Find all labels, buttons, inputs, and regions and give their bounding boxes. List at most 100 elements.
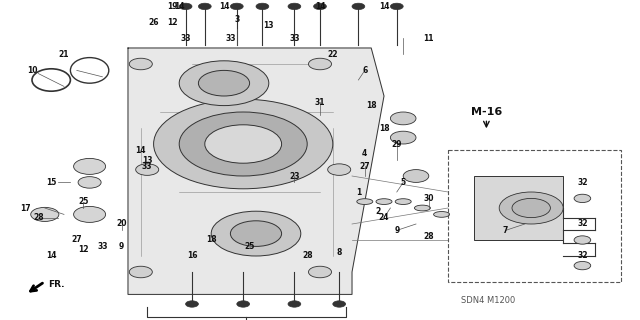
Text: 14: 14 — [136, 146, 146, 155]
Circle shape — [574, 261, 591, 270]
Circle shape — [288, 3, 301, 10]
Text: 7: 7 — [503, 226, 508, 235]
Text: 32: 32 — [577, 220, 588, 228]
Circle shape — [31, 207, 59, 221]
Circle shape — [136, 164, 159, 175]
Circle shape — [352, 3, 365, 10]
Text: 28: 28 — [424, 232, 434, 241]
Text: 18: 18 — [379, 124, 389, 132]
Text: 19: 19 — [168, 2, 178, 11]
Circle shape — [390, 3, 403, 10]
Ellipse shape — [415, 205, 431, 211]
Text: 14: 14 — [379, 2, 389, 11]
Text: SDN4 M1200: SDN4 M1200 — [461, 296, 515, 305]
Text: 9: 9 — [119, 242, 124, 251]
Circle shape — [230, 3, 243, 10]
Text: FR.: FR. — [48, 280, 65, 289]
Text: 29: 29 — [392, 140, 402, 148]
Circle shape — [186, 301, 198, 307]
Circle shape — [179, 61, 269, 106]
Text: 28: 28 — [33, 213, 44, 222]
Text: 14: 14 — [219, 2, 229, 11]
Text: 2: 2 — [375, 207, 380, 216]
Text: 21: 21 — [59, 50, 69, 59]
Text: 32: 32 — [577, 252, 588, 260]
Text: 13: 13 — [142, 156, 152, 164]
Ellipse shape — [357, 199, 372, 204]
Text: 12: 12 — [78, 245, 88, 254]
Text: 8: 8 — [337, 248, 342, 257]
Circle shape — [512, 198, 550, 218]
Text: 14: 14 — [315, 2, 325, 11]
Text: 32: 32 — [577, 178, 588, 187]
Circle shape — [129, 266, 152, 278]
Text: 9: 9 — [394, 226, 399, 235]
Text: 31: 31 — [315, 98, 325, 107]
Circle shape — [129, 58, 152, 70]
Circle shape — [403, 170, 429, 182]
Text: 23: 23 — [289, 172, 300, 180]
Text: 5: 5 — [401, 178, 406, 187]
Text: 12: 12 — [168, 18, 178, 27]
Text: 30: 30 — [424, 194, 434, 203]
Text: 1: 1 — [356, 188, 361, 196]
Text: 33: 33 — [97, 242, 108, 251]
Circle shape — [74, 206, 106, 222]
Text: 17: 17 — [20, 204, 31, 212]
Circle shape — [179, 112, 307, 176]
Circle shape — [574, 236, 591, 244]
Ellipse shape — [434, 212, 449, 217]
Circle shape — [256, 3, 269, 10]
Text: 20: 20 — [116, 220, 127, 228]
Text: 33: 33 — [142, 162, 152, 171]
Circle shape — [237, 301, 250, 307]
Text: 3: 3 — [234, 15, 239, 24]
Circle shape — [390, 131, 416, 144]
Text: 18: 18 — [366, 101, 376, 110]
Text: 15: 15 — [46, 178, 56, 187]
Circle shape — [205, 125, 282, 163]
Circle shape — [288, 301, 301, 307]
Circle shape — [198, 70, 250, 96]
Text: M-16: M-16 — [471, 107, 502, 117]
Circle shape — [328, 164, 351, 175]
Circle shape — [198, 3, 211, 10]
Ellipse shape — [376, 199, 392, 204]
Text: 24: 24 — [379, 213, 389, 222]
Bar — [474, 176, 563, 240]
Text: 25: 25 — [244, 242, 255, 251]
Circle shape — [230, 221, 282, 246]
Circle shape — [74, 158, 106, 174]
Text: 33: 33 — [289, 34, 300, 43]
Text: 26: 26 — [148, 18, 159, 27]
Text: 4: 4 — [362, 149, 367, 158]
Bar — [448, 150, 621, 282]
Circle shape — [154, 99, 333, 189]
Text: 33: 33 — [225, 34, 236, 43]
Circle shape — [314, 3, 326, 10]
Circle shape — [78, 177, 101, 188]
Text: 27: 27 — [360, 162, 370, 171]
Text: 33: 33 — [180, 34, 191, 43]
Circle shape — [499, 192, 563, 224]
Circle shape — [308, 58, 332, 70]
Text: 28: 28 — [302, 252, 312, 260]
Text: 18: 18 — [206, 236, 216, 244]
Polygon shape — [128, 48, 384, 294]
Circle shape — [179, 3, 192, 10]
Circle shape — [333, 301, 346, 307]
Text: 25: 25 — [78, 197, 88, 206]
Text: 14: 14 — [174, 2, 184, 11]
Text: 6: 6 — [362, 66, 367, 75]
Text: 10: 10 — [27, 66, 37, 75]
Text: 11: 11 — [424, 34, 434, 43]
Circle shape — [211, 211, 301, 256]
Circle shape — [574, 194, 591, 203]
Ellipse shape — [396, 199, 412, 204]
Text: 14: 14 — [46, 252, 56, 260]
Circle shape — [308, 266, 332, 278]
Text: 27: 27 — [72, 236, 82, 244]
Circle shape — [390, 112, 416, 125]
Text: 13: 13 — [264, 21, 274, 30]
Text: 16: 16 — [187, 252, 197, 260]
